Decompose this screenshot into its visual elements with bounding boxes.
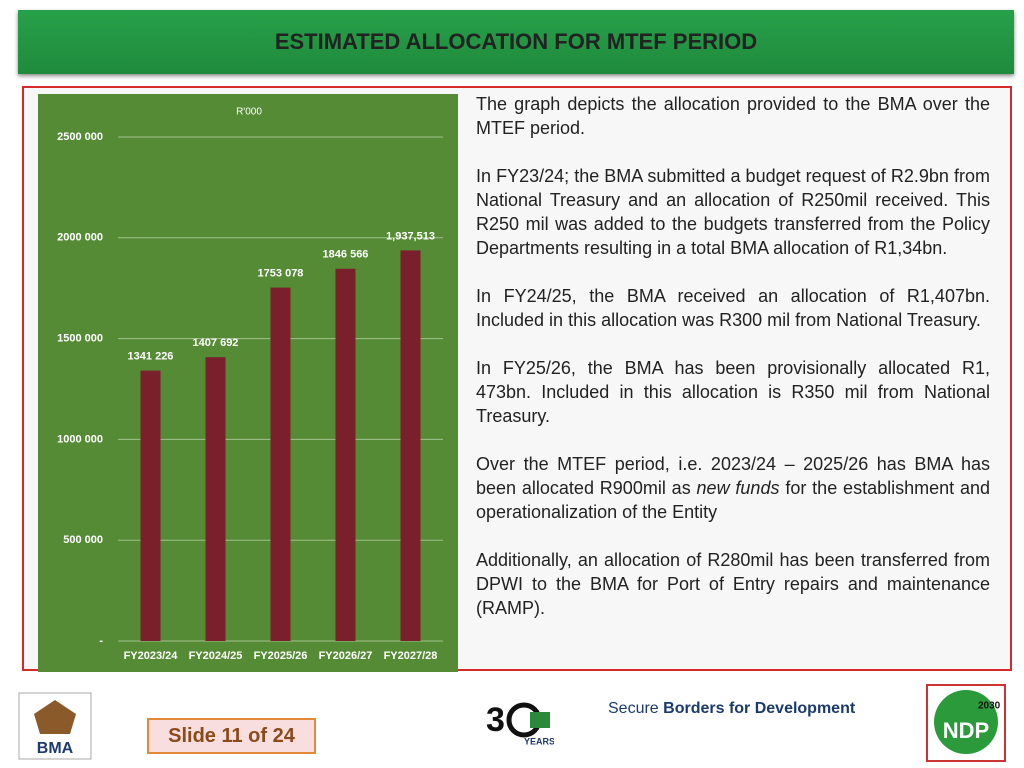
bar — [205, 357, 226, 641]
header: ESTIMATED ALLOCATION FOR MTEF PERIOD — [18, 10, 1014, 74]
tagline-plain: Secure — [608, 700, 664, 717]
logo-text: BMA — [37, 740, 74, 757]
x-tick-label: FY2026/27 — [319, 650, 373, 662]
logo-flag — [530, 712, 550, 728]
bar — [270, 287, 291, 641]
value-label: 1,937,513 — [386, 230, 435, 242]
bma-logo: BMA — [18, 692, 92, 760]
logo-crest — [34, 700, 76, 734]
y-tick-label: 1000 000 — [57, 433, 103, 445]
y-tick-label: 1500 000 — [57, 333, 103, 345]
paragraph-text: new funds — [696, 478, 780, 498]
x-tick-label: FY2025/26 — [254, 650, 308, 662]
paragraph-text: The graph depicts the allocation provide… — [476, 94, 990, 138]
logo-numeral: 3 — [486, 701, 505, 739]
paragraph: Over the MTEF period, i.e. 2023/24 – 202… — [476, 452, 990, 524]
y-tick-label: 2000 000 — [57, 232, 103, 244]
y-tick-label: 500 000 — [63, 534, 103, 546]
bar — [140, 370, 161, 641]
paragraph: In FY25/26, the BMA has been provisional… — [476, 356, 990, 428]
value-label: 1753 078 — [258, 267, 304, 279]
slide-number: Slide 11 of 24 — [147, 718, 316, 754]
value-label: 1407 692 — [193, 337, 239, 349]
paragraph-text: Over the MTEF period, i.e. 2023/24 – 202… — [476, 454, 990, 498]
unit-label: R'000 — [236, 107, 262, 118]
paragraph-text: In FY24/25, the BMA received an allocati… — [476, 286, 990, 330]
paragraph-text: In FY25/26, the BMA has been provisional… — [476, 358, 990, 426]
tagline: Secure Borders for Development — [608, 700, 855, 718]
logo-circle — [934, 690, 998, 754]
value-label: 1846 566 — [323, 249, 369, 261]
logo-text: NDP — [943, 718, 989, 743]
plot-background — [38, 94, 458, 672]
paragraph: Additionally, an allocation of R280mil h… — [476, 548, 990, 620]
slide-number-text: Slide 11 of 24 — [168, 724, 295, 747]
paragraph: In FY23/24; the BMA submitted a budget r… — [476, 164, 990, 260]
ndp-logo: 2030 NDP — [926, 684, 1006, 762]
description: The graph depicts the allocation provide… — [476, 92, 990, 644]
bar — [335, 268, 356, 641]
freedom-logo: 3 YEARS — [486, 701, 554, 746]
paragraph-text: for the establishment and operationaliza… — [476, 478, 991, 522]
paragraph: The graph depicts the allocation provide… — [476, 92, 990, 140]
slide-title: ESTIMATED ALLOCATION FOR MTEF PERIOD — [274, 29, 758, 54]
paragraph-text: In FY23/24; the BMA submitted a budget r… — [476, 166, 990, 258]
x-tick-label: FY2027/28 — [384, 650, 438, 662]
paragraph: In FY24/25, the BMA received an allocati… — [476, 284, 990, 332]
y-tick-label: - — [99, 635, 103, 647]
value-label: 1341 226 — [128, 351, 174, 363]
logo-year: 2030 — [978, 701, 1001, 712]
bar — [400, 250, 421, 641]
y-tick-label: 2500 000 — [57, 131, 103, 143]
logo-text: YEARS — [524, 736, 554, 746]
x-tick-label: FY2023/24 — [124, 650, 179, 662]
chart: R'000 - 500 000 1000 000 1500 000 2000 000 25… — [38, 94, 458, 672]
paragraph-text: Additionally, an allocation of R280mil h… — [476, 550, 990, 618]
x-tick-label: FY2024/25 — [189, 650, 243, 662]
tagline-bold: Borders for Development — [663, 700, 856, 717]
